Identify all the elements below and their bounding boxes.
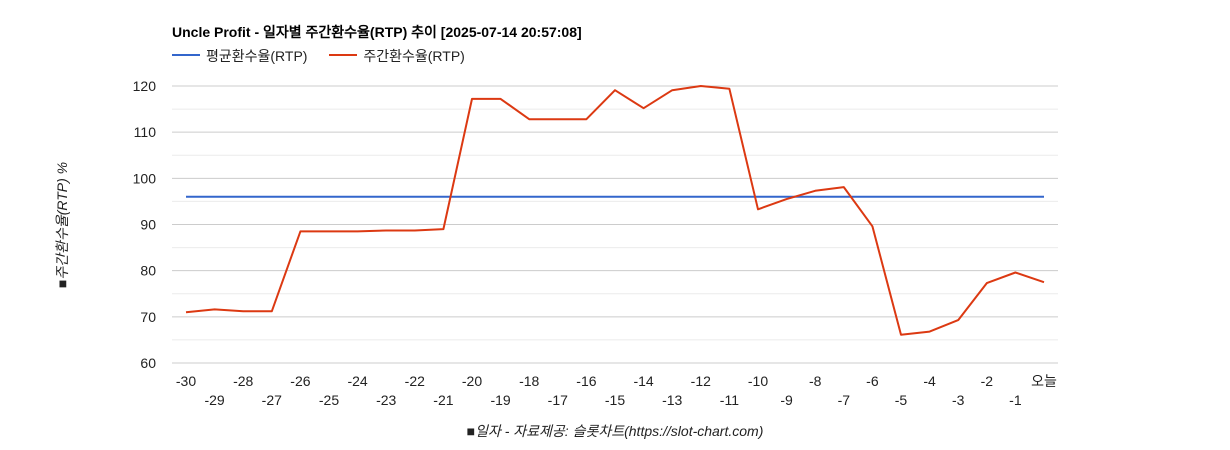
- legend-item-average[interactable]: 평균환수율(RTP): [172, 46, 307, 66]
- y-tick-label: 100: [133, 170, 157, 186]
- legend-swatch-average: [172, 54, 200, 57]
- x-tick-label: -19: [490, 392, 510, 408]
- y-tick-label: 120: [133, 78, 157, 94]
- x-tick-label: -23: [376, 392, 396, 408]
- chart-series: [185, 85, 1045, 336]
- chart-title: Uncle Profit - 일자별 주간환수율(RTP) 추이 [2025-0…: [172, 24, 582, 40]
- x-tick-label: -29: [204, 392, 224, 408]
- x-tick-label: -13: [662, 392, 682, 408]
- x-tick-label: -10: [748, 373, 768, 389]
- x-tick-label: -17: [548, 392, 568, 408]
- x-tick-label: -24: [347, 373, 367, 389]
- chart-legend: 평균환수율(RTP) 주간환수율(RTP): [172, 46, 483, 66]
- y-tick-label: 90: [140, 217, 156, 233]
- y-axis-title: ■주간환수율(RTP) %: [54, 161, 70, 289]
- x-tick-label: -30: [176, 373, 196, 389]
- x-tick-label: -3: [952, 392, 965, 408]
- x-tick-label: -2: [981, 373, 994, 389]
- chart-grid: [172, 85, 1058, 364]
- x-axis-ticks: -30-29-28-27-26-25-24-23-22-21-20-19-18-…: [176, 373, 1057, 408]
- y-axis-ticks: 60 70 80 90 100 110 120: [133, 78, 157, 371]
- legend-item-weekly[interactable]: 주간환수율(RTP): [329, 46, 465, 66]
- x-tick-label: -14: [633, 373, 653, 389]
- x-tick-label: -21: [433, 392, 453, 408]
- x-tick-label: -28: [233, 373, 253, 389]
- legend-label-average: 평균환수율(RTP): [206, 48, 308, 64]
- x-tick-label: -20: [462, 373, 482, 389]
- legend-swatch-weekly: [329, 54, 358, 57]
- x-tick-label: -8: [809, 373, 822, 389]
- x-tick-label: -9: [780, 392, 793, 408]
- x-tick-label: -25: [319, 392, 339, 408]
- series-line-weekly: [185, 85, 1045, 336]
- x-tick-label: -27: [262, 392, 282, 408]
- y-tick-label: 60: [140, 355, 156, 371]
- x-tick-label: -16: [576, 373, 596, 389]
- x-tick-label: -15: [605, 392, 625, 408]
- x-tick-label: -1: [1009, 392, 1022, 408]
- x-tick-label: -7: [838, 392, 851, 408]
- x-tick-label: -26: [290, 373, 310, 389]
- y-tick-label: 70: [140, 309, 156, 325]
- y-tick-label: 110: [134, 124, 157, 140]
- x-tick-label: -4: [923, 373, 936, 389]
- x-tick-label: -6: [866, 373, 879, 389]
- x-tick-label: -12: [691, 373, 711, 389]
- x-tick-label: 오늘: [1031, 373, 1057, 389]
- x-tick-label: -18: [519, 373, 539, 389]
- y-tick-label: 80: [140, 263, 156, 279]
- x-tick-label: -11: [720, 392, 739, 408]
- x-axis-title: ■일자 - 자료제공: 슬롯차트(https://slot-chart.com): [466, 423, 764, 439]
- legend-label-weekly: 주간환수율(RTP): [363, 48, 465, 64]
- x-tick-label: -5: [895, 392, 908, 408]
- x-tick-label: -22: [405, 373, 425, 389]
